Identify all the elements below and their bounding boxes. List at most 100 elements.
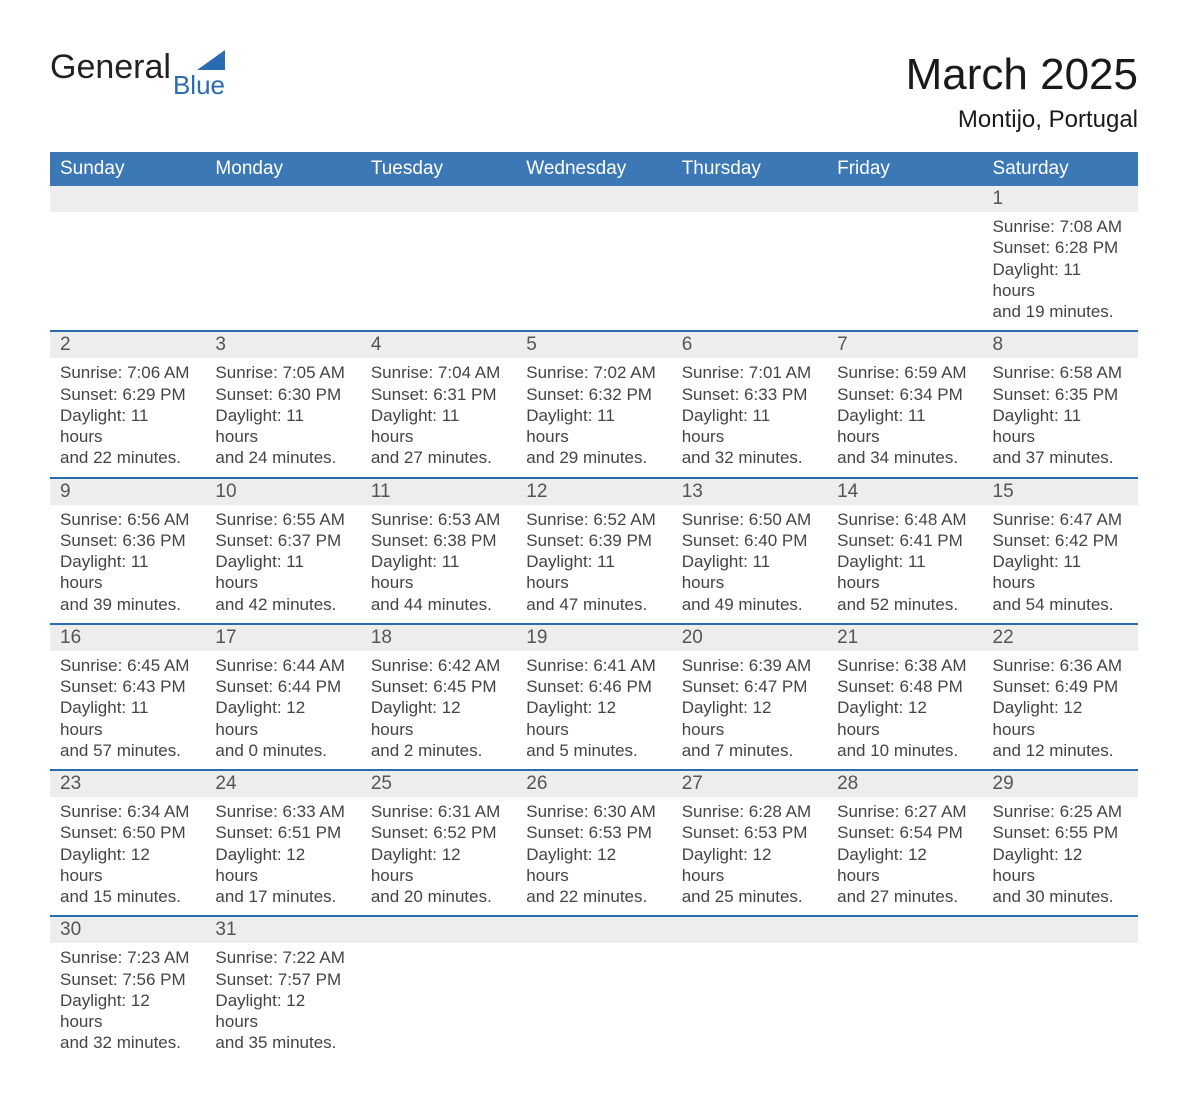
day-detail-row: Sunrise: 6:34 AMSunset: 6:50 PMDaylight:… xyxy=(50,797,1138,916)
day-number-cell: 30 xyxy=(50,916,205,943)
brand-name-part2: Blue xyxy=(173,72,225,98)
day-sr: Sunrise: 6:52 AM xyxy=(526,509,661,530)
day-ss: Sunset: 6:49 PM xyxy=(993,676,1128,697)
day-number-cell: 10 xyxy=(205,478,360,505)
day-dl2: and 27 minutes. xyxy=(371,447,506,468)
day-detail-cell xyxy=(50,212,205,331)
day-dl1: Daylight: 11 hours xyxy=(526,405,661,448)
day-dl2: and 7 minutes. xyxy=(682,740,817,761)
day-dl1: Daylight: 11 hours xyxy=(682,551,817,594)
day-number-cell: 3 xyxy=(205,331,360,358)
day-ss: Sunset: 6:32 PM xyxy=(526,384,661,405)
day-dl2: and 5 minutes. xyxy=(526,740,661,761)
day-detail-cell xyxy=(205,212,360,331)
day-detail-cell: Sunrise: 6:25 AMSunset: 6:55 PMDaylight:… xyxy=(983,797,1138,916)
day-sr: Sunrise: 6:33 AM xyxy=(215,801,350,822)
day-number-row: 9101112131415 xyxy=(50,478,1138,505)
day-dl1: Daylight: 12 hours xyxy=(526,697,661,740)
day-dl1: Daylight: 11 hours xyxy=(993,551,1128,594)
day-dl1: Daylight: 12 hours xyxy=(371,844,506,887)
day-sr: Sunrise: 6:53 AM xyxy=(371,509,506,530)
day-number-row: 16171819202122 xyxy=(50,624,1138,651)
day-number-cell: 26 xyxy=(516,770,671,797)
day-dl2: and 39 minutes. xyxy=(60,594,195,615)
day-dl2: and 47 minutes. xyxy=(526,594,661,615)
day-dl1: Daylight: 11 hours xyxy=(371,551,506,594)
day-ss: Sunset: 6:55 PM xyxy=(993,822,1128,843)
day-sr: Sunrise: 6:27 AM xyxy=(837,801,972,822)
day-dl1: Daylight: 12 hours xyxy=(215,697,350,740)
day-dl2: and 49 minutes. xyxy=(682,594,817,615)
day-dl2: and 15 minutes. xyxy=(60,886,195,907)
day-sr: Sunrise: 6:59 AM xyxy=(837,362,972,383)
day-detail-cell: Sunrise: 6:42 AMSunset: 6:45 PMDaylight:… xyxy=(361,651,516,770)
day-detail-cell xyxy=(672,212,827,331)
day-detail-cell: Sunrise: 6:38 AMSunset: 6:48 PMDaylight:… xyxy=(827,651,982,770)
day-number-cell xyxy=(516,186,671,212)
day-dl1: Daylight: 11 hours xyxy=(682,405,817,448)
day-sr: Sunrise: 7:01 AM xyxy=(682,362,817,383)
day-detail-cell xyxy=(672,943,827,1061)
day-number-row: 3031 xyxy=(50,916,1138,943)
day-sr: Sunrise: 7:08 AM xyxy=(993,216,1128,237)
day-detail-cell: Sunrise: 6:30 AMSunset: 6:53 PMDaylight:… xyxy=(516,797,671,916)
day-dl1: Daylight: 12 hours xyxy=(60,844,195,887)
brand-logo: General Blue xyxy=(50,50,225,98)
day-number-cell: 20 xyxy=(672,624,827,651)
day-dl2: and 2 minutes. xyxy=(371,740,506,761)
day-detail-cell: Sunrise: 7:05 AMSunset: 6:30 PMDaylight:… xyxy=(205,358,360,477)
day-detail-row: Sunrise: 7:06 AMSunset: 6:29 PMDaylight:… xyxy=(50,358,1138,477)
day-detail-cell: Sunrise: 7:06 AMSunset: 6:29 PMDaylight:… xyxy=(50,358,205,477)
day-number-cell: 12 xyxy=(516,478,671,505)
day-ss: Sunset: 6:38 PM xyxy=(371,530,506,551)
day-detail-cell: Sunrise: 7:02 AMSunset: 6:32 PMDaylight:… xyxy=(516,358,671,477)
day-detail-cell: Sunrise: 6:47 AMSunset: 6:42 PMDaylight:… xyxy=(983,505,1138,624)
day-detail-cell: Sunrise: 6:58 AMSunset: 6:35 PMDaylight:… xyxy=(983,358,1138,477)
day-dl2: and 32 minutes. xyxy=(60,1032,195,1053)
day-detail-cell: Sunrise: 7:23 AMSunset: 7:56 PMDaylight:… xyxy=(50,943,205,1061)
dow-thursday: Thursday xyxy=(672,152,827,186)
day-dl1: Daylight: 12 hours xyxy=(526,844,661,887)
day-ss: Sunset: 6:52 PM xyxy=(371,822,506,843)
day-ss: Sunset: 7:57 PM xyxy=(215,969,350,990)
day-detail-cell: Sunrise: 6:34 AMSunset: 6:50 PMDaylight:… xyxy=(50,797,205,916)
day-number-cell: 9 xyxy=(50,478,205,505)
day-ss: Sunset: 6:31 PM xyxy=(371,384,506,405)
header: General Blue March 2025 Montijo, Portuga… xyxy=(50,50,1138,134)
day-dl2: and 52 minutes. xyxy=(837,594,972,615)
day-sr: Sunrise: 6:39 AM xyxy=(682,655,817,676)
days-of-week-row: Sunday Monday Tuesday Wednesday Thursday… xyxy=(50,152,1138,186)
day-dl1: Daylight: 11 hours xyxy=(526,551,661,594)
day-dl1: Daylight: 12 hours xyxy=(837,697,972,740)
day-detail-cell xyxy=(516,943,671,1061)
day-ss: Sunset: 6:33 PM xyxy=(682,384,817,405)
day-number-cell xyxy=(983,916,1138,943)
day-ss: Sunset: 6:29 PM xyxy=(60,384,195,405)
day-number-cell xyxy=(672,916,827,943)
day-sr: Sunrise: 6:44 AM xyxy=(215,655,350,676)
dow-sunday: Sunday xyxy=(50,152,205,186)
day-dl2: and 12 minutes. xyxy=(993,740,1128,761)
day-ss: Sunset: 6:42 PM xyxy=(993,530,1128,551)
day-ss: Sunset: 6:53 PM xyxy=(526,822,661,843)
day-sr: Sunrise: 7:05 AM xyxy=(215,362,350,383)
day-dl1: Daylight: 11 hours xyxy=(60,551,195,594)
day-detail-cell: Sunrise: 6:41 AMSunset: 6:46 PMDaylight:… xyxy=(516,651,671,770)
day-ss: Sunset: 6:36 PM xyxy=(60,530,195,551)
day-detail-cell: Sunrise: 6:39 AMSunset: 6:47 PMDaylight:… xyxy=(672,651,827,770)
day-dl2: and 25 minutes. xyxy=(682,886,817,907)
day-detail-cell xyxy=(361,943,516,1061)
day-sr: Sunrise: 6:31 AM xyxy=(371,801,506,822)
day-ss: Sunset: 6:30 PM xyxy=(215,384,350,405)
day-dl2: and 19 minutes. xyxy=(993,301,1128,322)
day-ss: Sunset: 6:51 PM xyxy=(215,822,350,843)
brand-logo-stack: Blue xyxy=(173,50,225,98)
day-dl1: Daylight: 12 hours xyxy=(215,844,350,887)
day-dl1: Daylight: 11 hours xyxy=(371,405,506,448)
day-dl1: Daylight: 12 hours xyxy=(993,697,1128,740)
day-ss: Sunset: 6:34 PM xyxy=(837,384,972,405)
day-detail-cell: Sunrise: 6:31 AMSunset: 6:52 PMDaylight:… xyxy=(361,797,516,916)
day-detail-row: Sunrise: 6:45 AMSunset: 6:43 PMDaylight:… xyxy=(50,651,1138,770)
day-dl1: Daylight: 12 hours xyxy=(60,990,195,1033)
day-detail-cell: Sunrise: 6:45 AMSunset: 6:43 PMDaylight:… xyxy=(50,651,205,770)
